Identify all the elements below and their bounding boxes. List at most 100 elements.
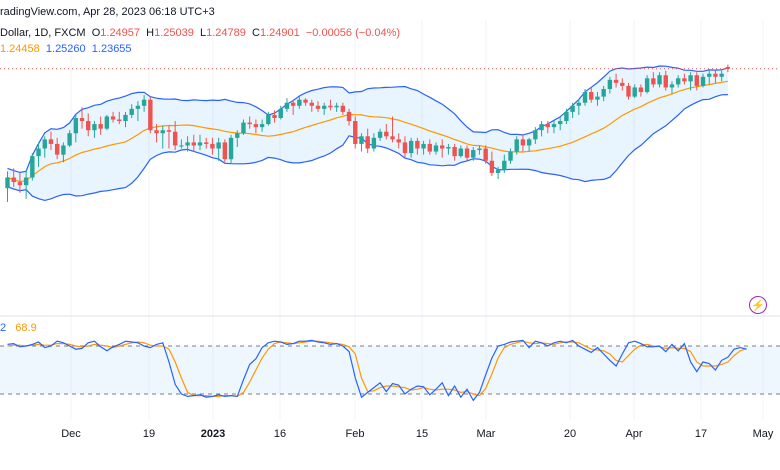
x-axis-ticks: Dec 19 2023 16 Feb 15 Mar 20 Apr 17 May	[61, 428, 774, 440]
candle-body	[390, 136, 395, 140]
x-tick-label: Dec	[61, 428, 81, 440]
candle-body	[278, 108, 283, 118]
candle-body	[204, 142, 209, 144]
x-tick-label: Feb	[346, 428, 365, 440]
candle-body	[620, 82, 625, 86]
bollinger-upper-value: 1.25260	[45, 43, 86, 55]
candle	[322, 102, 327, 115]
candle	[725, 64, 731, 73]
candle	[483, 145, 488, 164]
candle	[222, 139, 228, 163]
candle-body	[216, 142, 221, 149]
lightning-icon[interactable]: ⚡	[749, 296, 767, 314]
candle-body	[30, 156, 35, 178]
source-line: radingView.com, Apr 28, 2023 06:18 UTC+3	[0, 6, 215, 18]
candle	[489, 151, 495, 176]
candle-body	[241, 122, 246, 134]
candle	[533, 127, 538, 144]
candle-body	[129, 108, 134, 115]
candle	[48, 131, 54, 151]
candle-body	[700, 76, 706, 86]
candle-body	[303, 99, 308, 103]
candle	[408, 137, 414, 158]
candle-body	[247, 122, 252, 125]
candle	[557, 116, 563, 131]
candle-body	[408, 140, 414, 154]
bollinger-upper-line	[7, 65, 729, 174]
bollinger-basis-line	[7, 80, 728, 183]
candlesticks	[5, 64, 731, 202]
candle	[228, 134, 234, 164]
candle-body	[117, 119, 122, 122]
candle-body	[613, 79, 619, 83]
candle	[651, 72, 656, 88]
candle-body	[651, 78, 656, 85]
close-value: 1.24901	[259, 27, 300, 39]
candle	[601, 85, 606, 102]
candle-body	[396, 139, 401, 143]
candle-body	[259, 124, 265, 128]
candle	[446, 143, 451, 155]
candle	[309, 99, 314, 112]
candle	[464, 145, 470, 161]
candle-body	[427, 143, 432, 152]
candle-body	[346, 111, 352, 122]
candle-body	[582, 92, 588, 103]
candle	[67, 130, 72, 147]
candle-body	[297, 99, 302, 106]
stoch-legend: 2 68.9	[0, 322, 37, 334]
candle-body	[458, 148, 464, 157]
candle	[551, 121, 557, 134]
candle-body	[135, 105, 141, 109]
candle	[539, 121, 544, 137]
candle-body	[626, 85, 631, 97]
candle-body	[688, 75, 693, 82]
candle-body	[713, 73, 718, 77]
candle	[154, 124, 159, 143]
candle	[241, 119, 246, 135]
candle-body	[98, 124, 103, 129]
candle	[11, 168, 16, 187]
candle-body	[334, 105, 339, 108]
candle	[495, 166, 501, 180]
candle	[160, 125, 165, 149]
candle-body	[725, 67, 731, 69]
x-tick-label: 17	[695, 428, 707, 440]
candle	[210, 137, 215, 155]
x-tick-label: Apr	[625, 428, 642, 440]
candle-body	[42, 139, 47, 149]
candle	[377, 128, 383, 141]
candle	[595, 92, 600, 106]
candle	[166, 125, 172, 149]
candle	[508, 148, 513, 164]
stoch-d-line	[7, 340, 747, 398]
candle-body	[520, 139, 526, 146]
candle-body	[657, 75, 662, 85]
candle	[290, 99, 296, 115]
stoch-d-value: 68.9	[15, 322, 37, 334]
candle-body	[533, 130, 538, 140]
candle	[284, 98, 290, 112]
candle-body	[464, 148, 470, 158]
candle	[402, 136, 408, 158]
candle	[117, 111, 122, 125]
stoch-k-value: 2	[0, 322, 7, 334]
candle	[713, 70, 718, 83]
candle-body	[707, 73, 712, 77]
low-label: L	[200, 27, 207, 39]
candle	[384, 124, 389, 140]
candle	[452, 143, 457, 161]
candle	[73, 114, 79, 143]
candle	[191, 134, 196, 152]
candle-body	[595, 96, 600, 100]
candle-body	[675, 78, 681, 85]
ohlc-legend: Dollar, 1D, FXCM O1.24957 H1.25039 L1.24…	[0, 27, 400, 39]
candle-body	[508, 151, 513, 161]
high-value: 1.25039	[154, 27, 194, 39]
candle	[79, 107, 85, 129]
candle	[576, 99, 582, 115]
candle-body	[253, 124, 259, 128]
candle-body	[526, 139, 532, 146]
candle-body	[104, 116, 110, 129]
